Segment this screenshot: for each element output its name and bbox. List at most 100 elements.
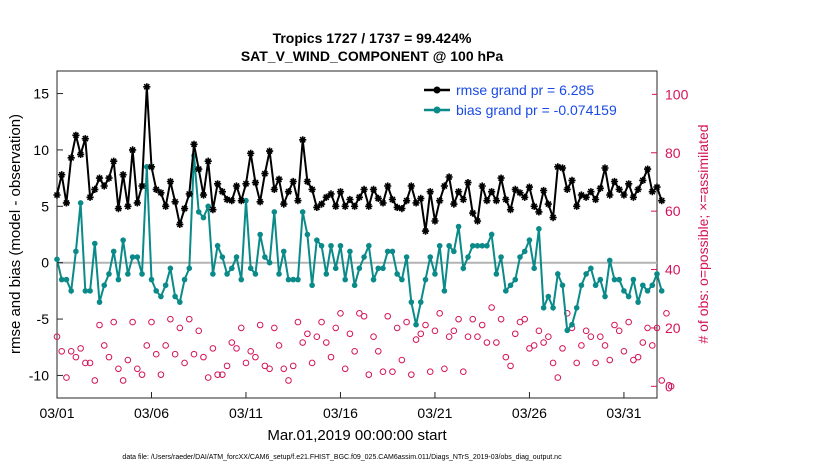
legend-bias-label: bias grand pr = -0.074159 — [456, 102, 617, 118]
bias-point — [309, 282, 315, 289]
bias-point — [573, 304, 580, 311]
rmse-point — [346, 195, 354, 204]
obs-count-point — [110, 318, 117, 326]
rmse-point — [573, 202, 581, 210]
obs-count-point — [171, 350, 179, 358]
obs-count-point — [58, 347, 66, 355]
obs-count-point — [370, 333, 377, 340]
obs-count-point — [459, 368, 467, 376]
bias-point — [125, 271, 131, 277]
bias-point — [285, 276, 292, 283]
rmse-point — [502, 195, 510, 204]
bias-point — [597, 276, 604, 283]
obs-count-point — [115, 365, 122, 373]
obs-count-point — [124, 356, 132, 364]
y-left-tick-label: -5 — [37, 311, 50, 327]
obs-count-point — [365, 371, 373, 378]
obs-count-point — [389, 368, 396, 376]
bias-point — [195, 209, 202, 215]
bias-point — [465, 254, 471, 260]
bias-point — [219, 254, 226, 260]
rmse-point — [270, 185, 278, 193]
bias-point — [413, 321, 419, 328]
x-tick-label: 03/01 — [39, 405, 74, 421]
obs-count-point — [356, 310, 363, 317]
obs-count-point — [148, 318, 155, 326]
rmse-point — [634, 185, 642, 193]
y-axis-left-label: rmse and bias (model - observation) — [7, 114, 24, 354]
rmse-point — [190, 140, 198, 148]
obs-count-point — [464, 333, 472, 340]
obs-count-point — [285, 377, 292, 384]
rmse-point — [308, 185, 316, 193]
rmse-point — [620, 191, 628, 199]
bias-point — [630, 276, 637, 283]
obs-count-point — [374, 347, 382, 355]
bias-point — [503, 288, 509, 294]
bias-point — [214, 242, 221, 249]
rmse-point — [440, 182, 448, 190]
bias-point — [583, 271, 589, 277]
rmse-point — [577, 191, 585, 199]
rmse-point — [431, 217, 439, 225]
obs-count-point — [181, 359, 188, 367]
bias-point — [536, 226, 542, 232]
rmse-point — [280, 200, 288, 208]
rmse-point — [469, 209, 477, 217]
rmse-point — [218, 188, 226, 196]
rmse-point — [204, 157, 212, 165]
bias-point — [87, 288, 93, 294]
obs-count-point — [143, 342, 151, 349]
obs-count-point — [247, 347, 255, 355]
bias-point — [91, 240, 98, 247]
rmse-point — [289, 177, 297, 186]
rmse-point — [81, 135, 89, 143]
y-right-tick-label: 60 — [665, 203, 681, 219]
bias-point — [238, 276, 245, 283]
rmse-point — [261, 170, 269, 178]
y-left-tick-label: -10 — [29, 367, 49, 383]
obs-count-point — [658, 377, 666, 384]
obs-count-point — [422, 321, 429, 329]
obs-count-point — [667, 383, 675, 390]
obs-count-point — [578, 342, 585, 349]
y-left-tick-label: 10 — [33, 142, 49, 158]
rmse-point — [610, 177, 619, 186]
obs-count-point — [469, 315, 477, 323]
obs-count-point — [72, 353, 80, 361]
rmse-point — [223, 195, 231, 204]
legend-box — [420, 80, 652, 122]
bias-point — [403, 254, 410, 260]
bias-point — [162, 282, 169, 289]
rmse-point — [558, 164, 567, 172]
rmse-point — [72, 131, 80, 139]
rmse-point — [625, 180, 633, 188]
obs-count-point — [346, 330, 354, 338]
rmse-point — [228, 197, 236, 205]
rmse-point — [251, 179, 259, 187]
obs-count-point — [554, 374, 562, 381]
bias-point — [262, 254, 268, 260]
obs-count-point — [327, 353, 335, 361]
rmse-point — [369, 185, 378, 193]
rmse-point — [181, 205, 189, 213]
rmse-point — [388, 195, 396, 204]
obs-count-point — [167, 315, 174, 323]
bias-point — [484, 242, 490, 249]
rmse-point — [464, 179, 472, 187]
bias-point — [366, 242, 372, 249]
bias-point — [460, 265, 467, 272]
obs-count-point — [663, 310, 670, 317]
chart-subtitle: SAT_V_WIND_COMPONENT @ 100 hPa — [241, 48, 504, 64]
bias-point — [101, 282, 108, 289]
rmse-point — [275, 175, 283, 183]
bias-point — [266, 259, 273, 266]
rmse-point — [596, 184, 604, 192]
rmse-point — [374, 194, 382, 202]
bias-point — [493, 271, 500, 277]
x-tick-label: 03/26 — [512, 405, 547, 421]
bias-point — [380, 265, 386, 272]
bias-point — [148, 276, 155, 283]
obs-count-point — [431, 327, 439, 335]
bias-point — [474, 242, 481, 249]
